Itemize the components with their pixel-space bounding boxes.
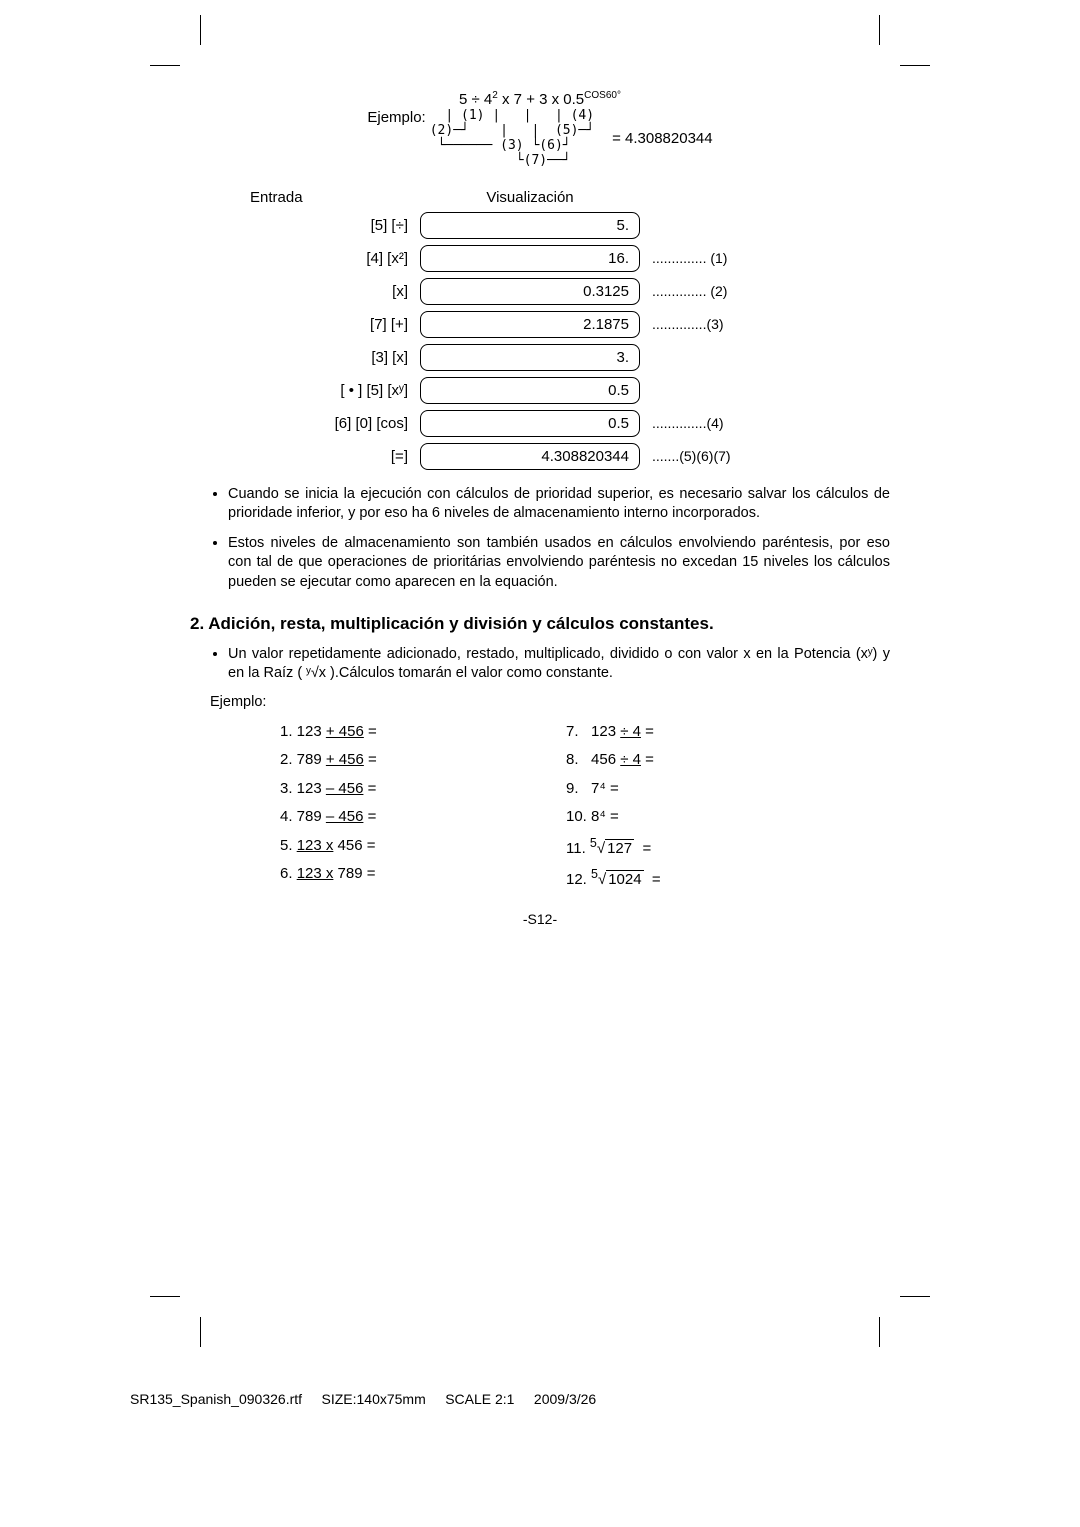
- note-item: Cuando se inicia la ejecución con cálcul…: [228, 485, 890, 524]
- footer-file: SR135_Spanish_090326.rtf: [130, 1391, 302, 1407]
- example-item: 4. 789 – 456 =: [280, 803, 566, 832]
- row-note: .......(5)(6)(7): [640, 448, 820, 464]
- example-expression: 5 ÷ 42 x 7 + 3 x 0.5COS60° Ejemplo: | (1…: [130, 90, 950, 169]
- example-item: 1. 123 + 456 =: [280, 718, 566, 747]
- example-label: Ejemplo:: [367, 109, 425, 127]
- table-header-display: Visualización: [420, 189, 640, 206]
- row-input: [4] [x²]: [240, 250, 420, 267]
- row-input: [=]: [240, 448, 420, 465]
- row-display: 0.3125: [420, 278, 640, 305]
- footer-date: 2009/3/26: [534, 1391, 596, 1407]
- example-item: 7. 123 ÷ 4 =: [566, 718, 800, 747]
- example-item: 5. 123 x 456 =: [280, 832, 566, 861]
- row-display: 4.308820344: [420, 443, 640, 470]
- expression-text: 5 ÷ 42 x 7 + 3 x 0.5COS60°: [459, 91, 621, 108]
- notes-list: Cuando se inicia la ejecución con cálcul…: [210, 485, 890, 593]
- bracket-diagram: | (1) | | | (4) (2)─┘ | | (5)─┘ └────── …: [430, 109, 594, 169]
- crop-mark: [180, 1277, 220, 1317]
- footer-size: SIZE:140x75mm: [321, 1391, 425, 1407]
- note-item: Estos niveles de almacenamiento son tamb…: [228, 534, 890, 593]
- page-number: -S12-: [130, 911, 950, 927]
- row-display: 3.: [420, 344, 640, 371]
- footer: SR135_Spanish_090326.rtf SIZE:140x75mm S…: [130, 1391, 950, 1407]
- row-input: [3] [x]: [240, 349, 420, 366]
- crop-mark: [860, 1277, 900, 1317]
- row-display: 0.5: [420, 377, 640, 404]
- calculation-table: Entrada Visualización [5] [÷]5.[4] [x²]1…: [240, 189, 840, 470]
- row-display: 2.1875: [420, 311, 640, 338]
- crop-mark: [180, 45, 220, 85]
- section-2-bullet: Un valor repetidamente adicionado, resta…: [210, 645, 890, 684]
- crop-mark: [860, 45, 900, 85]
- example-item: 3. 123 – 456 =: [280, 775, 566, 804]
- row-display: 5.: [420, 212, 640, 239]
- footer-scale: SCALE 2:1: [445, 1391, 514, 1407]
- table-row: [6] [0] [cos]0.5..............(4): [240, 410, 840, 437]
- row-input: [ • ] [5] [xʸ]: [240, 382, 420, 399]
- table-row: [3] [x]3.: [240, 344, 840, 371]
- table-row: [7] [+]2.1875..............(3): [240, 311, 840, 338]
- example-item: 6. 123 x 789 =: [280, 860, 566, 889]
- example-item: 11. 5√127 =: [566, 832, 800, 864]
- table-row: [5] [÷]5.: [240, 212, 840, 239]
- examples-columns: 1. 123 + 456 =2. 789 + 456 =3. 123 – 456…: [280, 718, 800, 895]
- row-note: ..............(3): [640, 316, 820, 332]
- table-row: [ • ] [5] [xʸ]0.5: [240, 377, 840, 404]
- row-input: [6] [0] [cos]: [240, 415, 420, 432]
- row-display: 0.5: [420, 410, 640, 437]
- ejemplo-label: Ejemplo:: [210, 694, 950, 710]
- row-note: .............. (1): [640, 250, 820, 266]
- example-item: 9. 7⁴ =: [566, 775, 800, 804]
- row-display: 16.: [420, 245, 640, 272]
- example-item: 8. 456 ÷ 4 =: [566, 746, 800, 775]
- section-2-title: 2. Adición, resta, multiplicación y divi…: [190, 613, 890, 635]
- table-row: [4] [x²]16............... (1): [240, 245, 840, 272]
- row-input: [7] [+]: [240, 316, 420, 333]
- example-item: 10. 8⁴ =: [566, 803, 800, 832]
- row-note: ..............(4): [640, 415, 820, 431]
- table-header-input: Entrada: [240, 189, 420, 206]
- example-item: 12. 5√1024 =: [566, 863, 800, 895]
- section-2-text: Un valor repetidamente adicionado, resta…: [228, 645, 890, 684]
- table-row: [x]0.3125.............. (2): [240, 278, 840, 305]
- row-note: .............. (2): [640, 283, 820, 299]
- example-item: 2. 789 + 456 =: [280, 746, 566, 775]
- example-result: = 4.308820344: [612, 130, 713, 148]
- row-input: [x]: [240, 283, 420, 300]
- table-row: [=]4.308820344.......(5)(6)(7): [240, 443, 840, 470]
- row-input: [5] [÷]: [240, 217, 420, 234]
